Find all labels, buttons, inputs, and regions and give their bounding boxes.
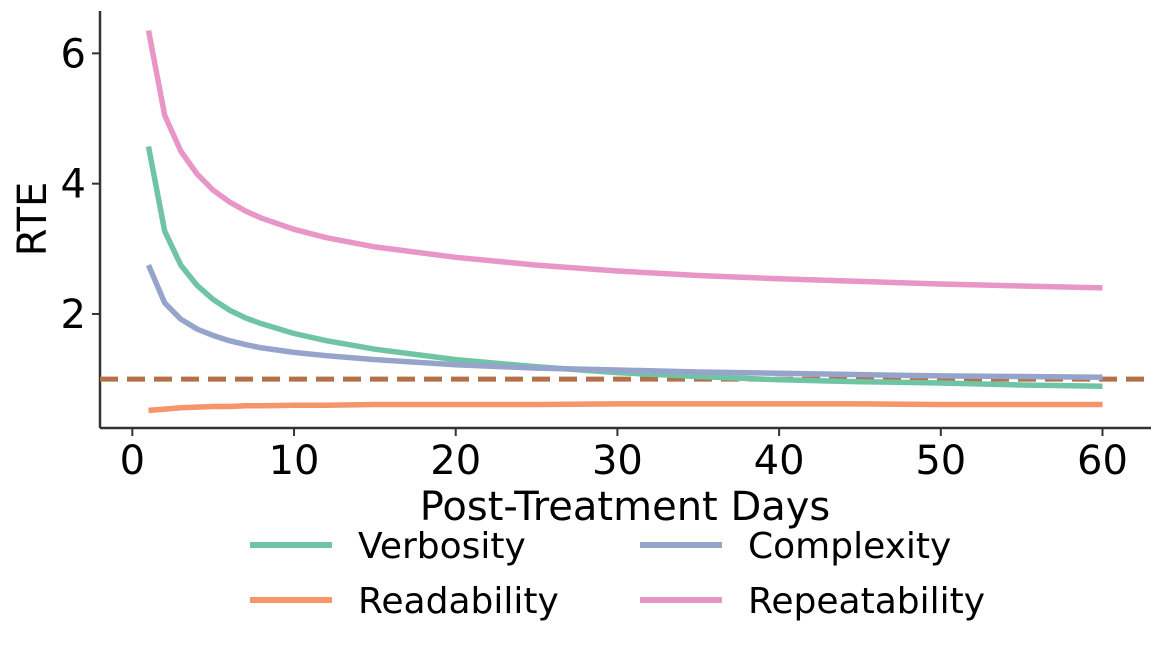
x-tick-label: 30	[592, 438, 643, 484]
series-line-repeatability	[145, 29, 1103, 291]
legend-label-complexity: Complexity	[748, 526, 951, 567]
x-tick-label: 60	[1077, 438, 1128, 484]
y-tick-label: 6	[61, 31, 86, 77]
x-tick-label: 10	[269, 438, 320, 484]
legend-label-readability: Readability	[358, 581, 559, 622]
y-tick-label: 4	[61, 162, 86, 208]
legend-label-repeatability: Repeatability	[748, 581, 985, 622]
axis-ticks: 0 10 20 30 40 50 60 2 4 6	[61, 31, 1128, 484]
x-tick-label: 0	[120, 438, 145, 484]
legend: Verbosity Complexity Readability Repeatabil…	[250, 526, 985, 622]
series-line-readability	[148, 401, 1103, 414]
y-axis-label: RTE	[10, 182, 56, 257]
x-tick-label: 20	[430, 438, 481, 484]
legend-label-verbosity: Verbosity	[358, 526, 526, 567]
series-line-verbosity	[145, 145, 1103, 390]
series-lines	[145, 29, 1103, 414]
x-axis-label: Post-Treatment Days	[420, 484, 831, 530]
x-tick-label: 40	[754, 438, 805, 484]
x-tick-label: 50	[915, 438, 966, 484]
series-line-complexity	[145, 264, 1103, 380]
y-tick-label: 2	[61, 292, 86, 338]
